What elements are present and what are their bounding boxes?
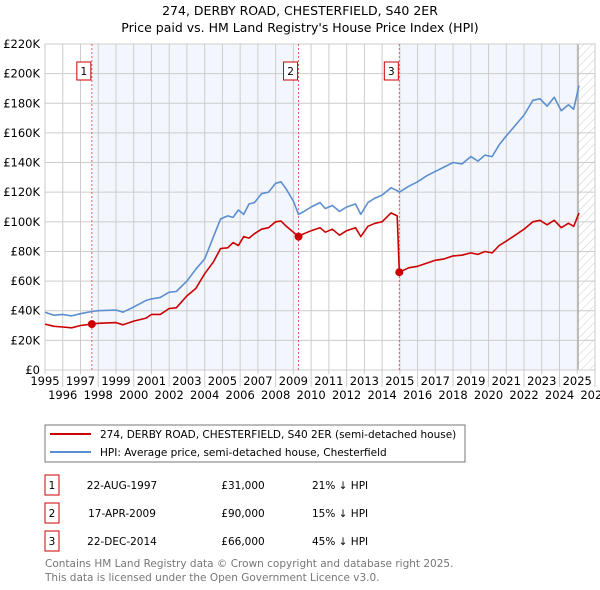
- table-row: 1 22-AUG-1997 £31,000 21% ↓ HPI: [44, 474, 368, 496]
- sale-number-box: [44, 530, 60, 552]
- x-tick-label: 2021: [492, 374, 521, 388]
- x-tick-label: 2016: [403, 388, 432, 402]
- x-tick-label: 2001: [137, 374, 166, 388]
- sale-price: £66,000: [221, 536, 264, 548]
- plot-border: [44, 43, 596, 371]
- y-tick-label: £100K: [3, 215, 40, 229]
- sale-marker-label: 3: [388, 66, 395, 78]
- x-tick-label: 2002: [155, 388, 184, 402]
- x-tick-label: 2012: [332, 388, 361, 402]
- chart-subtitle: Price paid vs. HM Land Registry's House …: [121, 20, 478, 35]
- x-tick-label: 2013: [350, 374, 379, 388]
- x-tick-label: 2026: [580, 388, 600, 402]
- sale-hpi-diff: 21% ↓ HPI: [312, 480, 368, 492]
- x-tick-label: 2015: [385, 374, 414, 388]
- x-tick-label: 2004: [190, 388, 219, 402]
- x-tick-label: 2019: [456, 374, 485, 388]
- x-tick-label: 1998: [84, 388, 113, 402]
- legend-label-property: 274, DERBY ROAD, CHESTERFIELD, S40 2ER (…: [100, 429, 456, 441]
- series-line-property: [44, 212, 580, 329]
- x-tick-label: 2010: [296, 388, 325, 402]
- sale-marker-label: 1: [80, 66, 87, 78]
- y-tick-label: £220K: [3, 37, 40, 51]
- x-tick-label: 2006: [226, 388, 255, 402]
- sale-hpi-diff: 15% ↓ HPI: [312, 508, 368, 520]
- sales-table: 1 22-AUG-1997 £31,000 21% ↓ HPI 2 17-APR-2009…: [44, 474, 368, 552]
- footer-line-2: This data is licensed under the Open Gov…: [44, 572, 380, 584]
- sale-price: £31,000: [221, 480, 264, 492]
- y-tick-label: £120K: [3, 185, 40, 199]
- x-tick-label: 2000: [119, 388, 148, 402]
- sale-point: [395, 268, 404, 277]
- sale-marker-label: 2: [287, 66, 294, 78]
- hatched-region: [578, 44, 595, 370]
- sale-number-box: [44, 502, 60, 524]
- x-tick-label: 1999: [101, 374, 130, 388]
- plot-area: 1995199619971998199920002001200220032004…: [3, 37, 600, 402]
- x-tick-label: 2009: [279, 374, 308, 388]
- x-tick-label: 1997: [66, 374, 95, 388]
- x-tick-label: 2024: [545, 388, 574, 402]
- legend-label-hpi: HPI: Average price, semi-detached house,…: [100, 447, 387, 459]
- y-tick-label: £160K: [3, 126, 40, 140]
- sale-marker-box: [383, 61, 399, 81]
- y-tick-label: £20K: [11, 333, 41, 347]
- y-tick-label: £140K: [3, 156, 40, 170]
- sale-point: [294, 232, 303, 241]
- x-tick-label: 2018: [438, 388, 467, 402]
- sale-point: [87, 320, 96, 329]
- x-tick-label: 2014: [367, 388, 396, 402]
- sale-date: 17-APR-2009: [88, 508, 156, 520]
- x-tick-label: 2020: [474, 388, 503, 402]
- table-row: 3 22-DEC-2014 £66,000 45% ↓ HPI: [44, 530, 368, 552]
- x-tick-label: 2017: [421, 374, 450, 388]
- sale-number: 2: [49, 508, 56, 520]
- sale-date: 22-DEC-2014: [87, 536, 157, 548]
- sale-number-box: [44, 474, 60, 496]
- x-tick-label: 2022: [509, 388, 538, 402]
- series-line-hpi: [44, 85, 580, 317]
- y-tick-label: £60K: [11, 274, 41, 288]
- y-tick-label: £180K: [3, 96, 40, 110]
- x-tick-label: 1995: [30, 374, 59, 388]
- x-tick-label: 1996: [48, 388, 77, 402]
- x-tick-label: 2005: [208, 374, 237, 388]
- sale-marker-box: [76, 61, 92, 81]
- table-row: 2 17-APR-2009 £90,000 15% ↓ HPI: [44, 502, 368, 524]
- sale-price: £90,000: [221, 508, 264, 520]
- chart-title: 274, DERBY ROAD, CHESTERFIELD, S40 2ER: [162, 3, 438, 18]
- sale-number: 3: [49, 536, 56, 548]
- x-tick-label: 2023: [527, 374, 556, 388]
- sale-marker-box: [283, 61, 299, 81]
- sale-date: 22-AUG-1997: [87, 480, 157, 492]
- sale-number: 1: [49, 480, 56, 492]
- sale-hpi-diff: 45% ↓ HPI: [312, 536, 368, 548]
- y-tick-label: £80K: [11, 244, 41, 258]
- x-tick-label: 2011: [314, 374, 343, 388]
- x-tick-label: 2025: [563, 374, 592, 388]
- x-tick-label: 2008: [261, 388, 290, 402]
- x-tick-label: 2003: [172, 374, 201, 388]
- y-tick-label: £40K: [11, 304, 41, 318]
- legend: 274, DERBY ROAD, CHESTERFIELD, S40 2ER (…: [44, 424, 466, 463]
- footer-line-1: Contains HM Land Registry data © Crown c…: [45, 558, 453, 570]
- x-tick-label: 2007: [243, 374, 272, 388]
- shaded-period: [91, 44, 299, 370]
- y-tick-label: £200K: [3, 67, 40, 81]
- y-tick-label: £0: [25, 363, 40, 377]
